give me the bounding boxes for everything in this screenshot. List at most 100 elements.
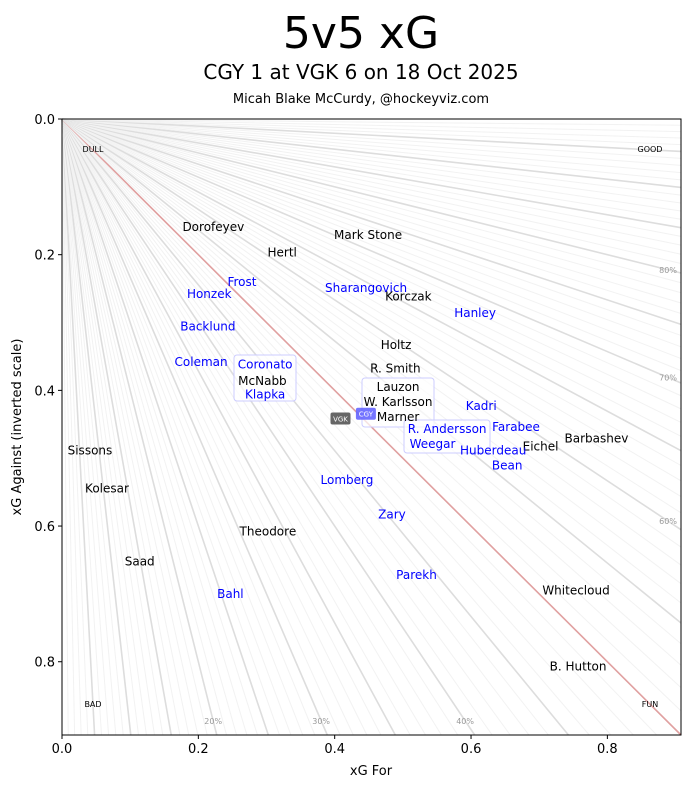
ray-24-pct [61, 118, 258, 736]
x-tick-label: 0.0 [52, 742, 73, 757]
player-label: Coronato [238, 358, 293, 372]
ray-73-pct [61, 118, 682, 348]
player-label: Sharangovich [325, 281, 407, 295]
player-label: Zary [378, 508, 406, 522]
ray-86-pct [61, 118, 682, 220]
plot-frame [61, 118, 682, 736]
ray-20-pct [61, 118, 218, 736]
ray-87-pct [61, 118, 682, 212]
ray-80-pct [61, 118, 682, 274]
ray-36-pct [61, 118, 411, 736]
player-label: Sissons [68, 444, 113, 458]
ray-26-pct [61, 118, 280, 736]
player-label: Eichel [523, 440, 559, 454]
ray-67-pct [61, 118, 682, 423]
ray-76-pct [61, 118, 682, 315]
ray-59-pct [61, 118, 682, 548]
player-label: Lomberg [321, 473, 374, 487]
player-label: B. Hutton [550, 659, 607, 673]
ray-66-pct [61, 118, 682, 437]
player-label: Bahl [217, 587, 244, 601]
ray-95-pct [61, 118, 682, 153]
team-label-cgy: CGY [359, 411, 374, 419]
ray-47-pct [61, 118, 612, 736]
label-group-box [233, 354, 297, 402]
player-label: Parekh [396, 568, 437, 582]
ray-6-pct [61, 118, 103, 736]
y-tick-label: 0.4 [34, 384, 55, 399]
corner-labels: DULL GOOD BAD FUN [83, 145, 663, 709]
player-label: Lauzon [377, 380, 420, 394]
ray-40-pct [61, 118, 476, 736]
player-label: R. Andersson [408, 422, 487, 436]
ray-27-pct [61, 118, 292, 736]
ray-93-pct [61, 118, 682, 166]
ray-72-pct [61, 118, 682, 360]
ray-94-pct [61, 118, 682, 159]
percent-label: 40% [456, 717, 474, 726]
ray-1-pct [61, 118, 69, 736]
percent-label: 70% [659, 373, 677, 382]
player-label: Kolesar [85, 482, 129, 496]
ray-78-pct [61, 118, 682, 294]
ray-29-pct [61, 118, 316, 736]
percent-label: 20% [204, 717, 222, 726]
ray-5-pct [61, 118, 96, 736]
ray-42-pct [61, 118, 511, 736]
ray-81-pct [61, 118, 682, 264]
x-tick-label: 0.6 [461, 742, 482, 757]
ray-91-pct [61, 118, 682, 181]
team-badge-cgy [355, 407, 376, 420]
ray-64-pct [61, 118, 682, 466]
player-label: W. Karlsson [364, 395, 433, 409]
ray-77-pct [61, 118, 682, 304]
player-label: Barbashev [565, 432, 629, 446]
axes: 0.0 0.2 0.4 0.6 0.8 0.0 0.2 0.4 0.6 0.8 [34, 113, 617, 757]
ray-89-pct [61, 118, 682, 196]
player-label: Whitecloud [542, 583, 609, 597]
ray-48-pct [61, 118, 634, 736]
player-label: Bean [492, 459, 523, 473]
team-markers: CGY VGK [330, 407, 376, 425]
player-label: Backlund [180, 320, 235, 334]
ray-65-pct [61, 118, 682, 452]
label-group-box [403, 419, 491, 454]
ray-75-pct [61, 118, 682, 326]
ray-14-pct [61, 118, 164, 736]
player-label: Frost [227, 275, 256, 289]
ray-10-pct [61, 118, 132, 736]
ray-96-pct [61, 118, 682, 146]
ray-69-pct [61, 118, 682, 397]
player-label: Kadri [466, 399, 497, 413]
ray-31-pct [61, 118, 341, 736]
y-tick-label: 0.2 [34, 249, 55, 264]
ray-28-pct [61, 118, 304, 736]
ray-21-pct [61, 118, 228, 736]
ray-79-pct [61, 118, 682, 284]
y-tick-label: 0.6 [34, 520, 55, 535]
ray-33-pct [61, 118, 368, 736]
ray-57-pct [61, 118, 682, 585]
percentage-rays [61, 118, 682, 736]
ray-46-pct [61, 118, 590, 736]
ray-85-pct [61, 118, 682, 229]
chart-title: 5v5 xG [283, 8, 439, 59]
ray-39-pct [61, 118, 459, 736]
player-labels: Dorofeyev Mark Stone Hertl Frost Sharangovic… [68, 220, 629, 674]
player-label: Hertl [267, 246, 296, 260]
ray-30-pct [61, 118, 329, 736]
player-label: Huberdeau [460, 444, 526, 458]
ray-43-pct [61, 118, 530, 736]
corner-label-bottom-left: BAD [84, 700, 101, 709]
ray-38-pct [61, 118, 442, 736]
ray-16-pct [61, 118, 181, 736]
chart-credit: Micah Blake McCurdy, @hockeyviz.com [233, 92, 489, 107]
ray-62-pct [61, 118, 682, 497]
percent-labels: 20% 30% 40% 60% 70% 80% [204, 266, 677, 726]
ray-45-pct [61, 118, 570, 736]
percent-label: 60% [659, 517, 677, 526]
player-label: McNabb [238, 374, 287, 388]
ray-92-pct [61, 118, 682, 174]
team-label-vgk: VGK [333, 415, 348, 423]
